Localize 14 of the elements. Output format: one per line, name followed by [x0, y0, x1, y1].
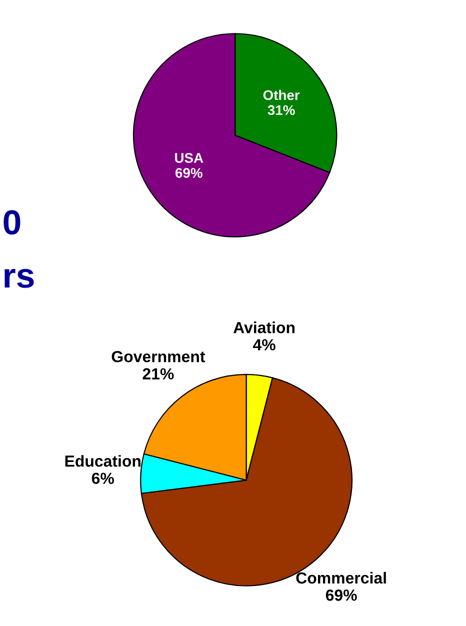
text: 0 — [4, 210, 20, 235]
data-label: 6% — [92, 472, 114, 484]
text: rs — [4, 268, 34, 288]
slice-label: Commercial — [296, 572, 386, 584]
slice-label: Aviation — [233, 322, 295, 334]
slice-label: Education — [65, 455, 140, 467]
data-label: 21% — [142, 368, 174, 380]
data-label: 69% — [175, 168, 202, 178]
slice-label: USA — [175, 153, 204, 163]
data-label: 31% — [268, 105, 295, 116]
slice-label: Other — [263, 90, 300, 100]
slice-label: Government — [112, 350, 206, 362]
data-label: 69% — [326, 590, 357, 601]
data-label: 4% — [252, 339, 276, 350]
